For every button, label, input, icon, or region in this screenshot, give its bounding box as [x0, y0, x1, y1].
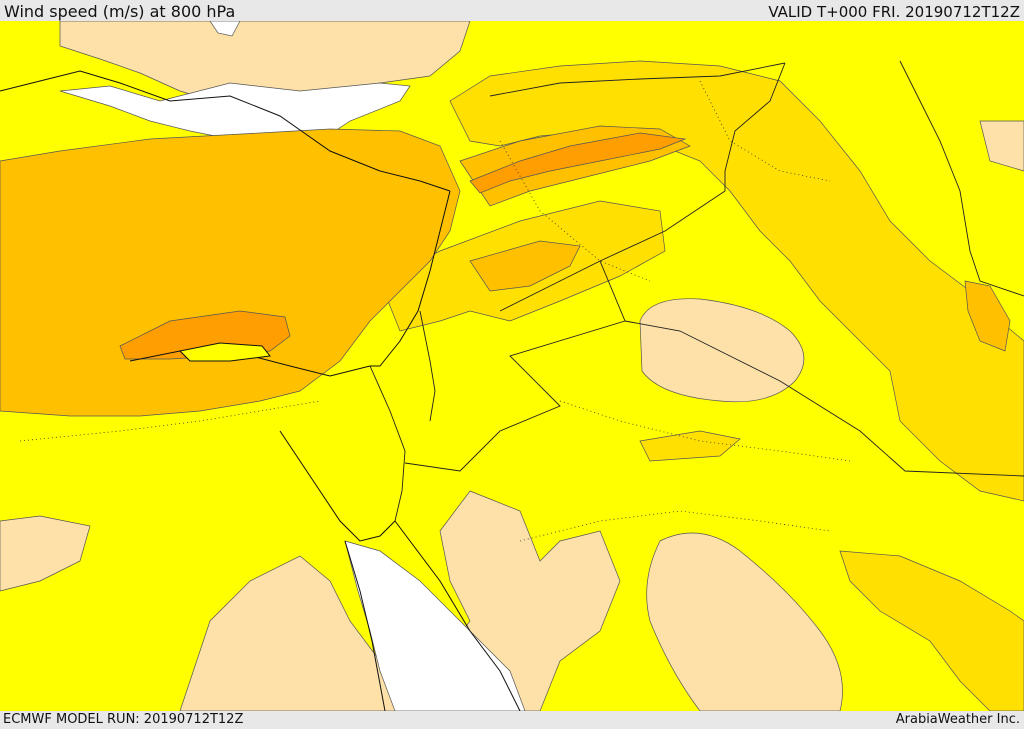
cyprus-island — [178, 342, 271, 362]
border-syria-turkey — [489, 62, 786, 97]
wind-field-canvas — [0, 21, 1024, 711]
border-jordan-river — [419, 310, 436, 422]
strong-wind-north-syria — [469, 132, 687, 194]
coast-egypt-north — [129, 350, 371, 377]
valid-time-label: VALID T+000 FRI. 20190712T12Z — [768, 3, 1020, 21]
fresh-wind-east-mediterranean — [0, 128, 461, 417]
border-syria-iraq — [499, 62, 786, 312]
border-egypt-israel — [369, 365, 406, 522]
province-line — [499, 140, 651, 282]
moderate-wind-patch — [639, 430, 741, 462]
coast-levant — [370, 190, 451, 367]
light-wind-libya — [0, 515, 91, 592]
coast-turkey-south — [0, 70, 451, 192]
coast-red-sea-west — [344, 540, 386, 711]
coast-red-sea-east — [394, 520, 521, 711]
map-header: Wind speed (m/s) at 800 hPa VALID T+000 … — [0, 0, 1024, 21]
border-saudi-iraq — [624, 320, 1024, 477]
coast-gulf-suez — [279, 430, 396, 542]
map-title: Wind speed (m/s) at 800 hPa — [4, 2, 236, 21]
model-run-label: ECMWF MODEL RUN: 20190712T12Z — [3, 712, 244, 727]
islands — [178, 342, 271, 362]
map-footer: ECMWF MODEL RUN: 20190712T12Z ArabiaWeat… — [0, 711, 1024, 729]
brand-label: ArabiaWeather Inc. — [895, 712, 1020, 727]
moderate-wind-gulf — [839, 550, 1024, 711]
fresh-wind-syria-desert — [469, 240, 581, 292]
province-line — [699, 80, 831, 182]
fresh-wind-zagros — [964, 280, 1011, 352]
light-wind-najd — [646, 532, 843, 711]
coastlines — [0, 70, 521, 711]
province-boundaries — [19, 80, 851, 542]
light-wind-iran-patch — [979, 120, 1024, 172]
wind-speed-map[interactable] — [0, 21, 1024, 711]
country-borders — [369, 60, 1024, 522]
border-iraq-iran — [899, 60, 1024, 297]
calm-black-sea-patch — [209, 21, 241, 37]
light-wind-north-arabia — [639, 298, 805, 403]
